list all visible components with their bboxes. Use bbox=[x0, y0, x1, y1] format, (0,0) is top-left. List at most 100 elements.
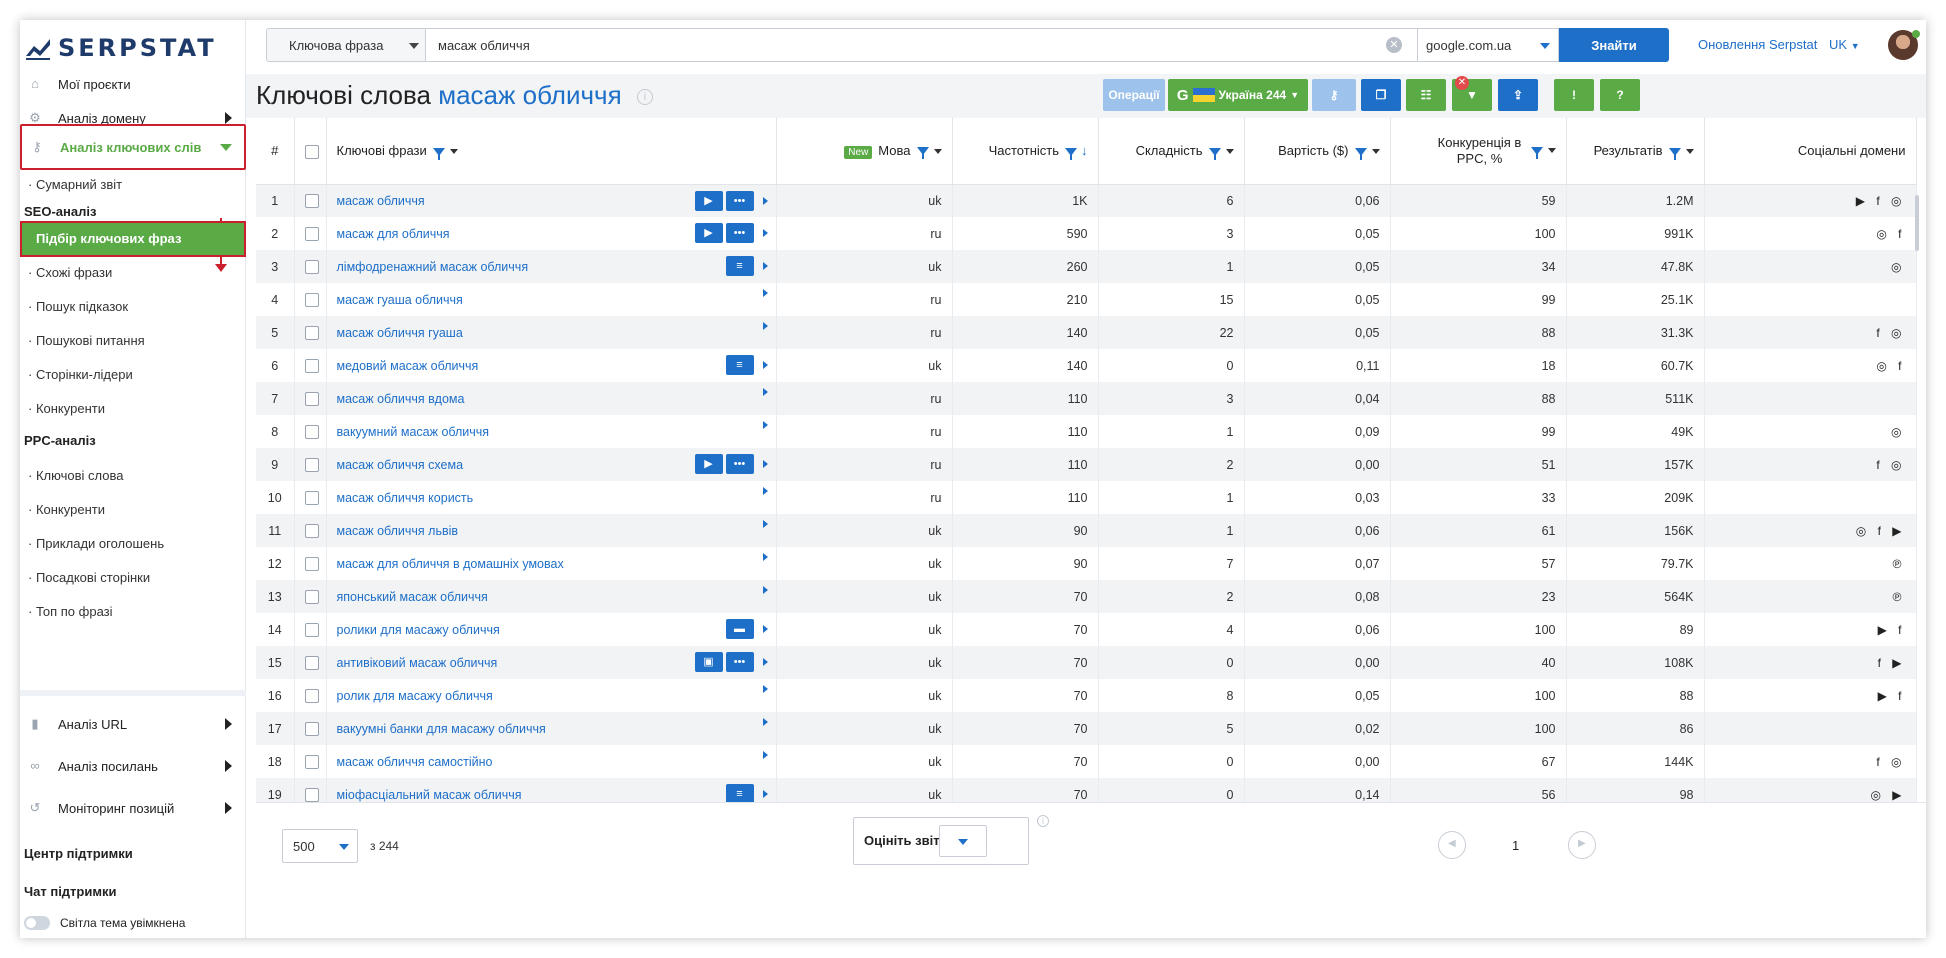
expand-row-icon[interactable] bbox=[762, 262, 768, 270]
expand-row-icon[interactable] bbox=[762, 361, 768, 369]
keyword-link[interactable]: ролики для масажу обличчя bbox=[336, 622, 500, 637]
filter-icon[interactable] bbox=[916, 147, 929, 160]
info-icon[interactable]: i bbox=[1037, 815, 1049, 827]
keyword-link[interactable]: масаж для обличчя bbox=[336, 226, 450, 241]
sidebar-sub-similar[interactable]: · Схожі фрази bbox=[28, 265, 113, 280]
columns-button[interactable]: ☷ bbox=[1406, 79, 1446, 111]
expand-row-icon[interactable] bbox=[762, 487, 768, 495]
keyword-link[interactable]: медовий масаж обличчя bbox=[336, 358, 479, 373]
chevron-down-icon[interactable] bbox=[449, 149, 458, 155]
expand-row-icon[interactable] bbox=[762, 421, 768, 429]
expand-row-icon[interactable] bbox=[762, 751, 768, 759]
sidebar-sub-ppc-competitors[interactable]: · Конкуренти bbox=[28, 502, 105, 517]
serp-feature-icon[interactable]: ≡ bbox=[725, 256, 754, 276]
row-checkbox[interactable] bbox=[304, 721, 319, 736]
sidebar-item-rank-tracking[interactable]: ↺ Моніторинг позицій bbox=[20, 792, 246, 824]
sidebar-sub-summary[interactable]: · Сумарний звіт bbox=[28, 177, 123, 192]
search-engine-select[interactable]: google.com.ua bbox=[1417, 28, 1559, 62]
sidebar-sub-top-by-phrase[interactable]: · Топ по фразі bbox=[28, 604, 113, 619]
keyword-link[interactable]: масаж для обличчя в домашніх умовах bbox=[336, 556, 564, 571]
row-checkbox[interactable] bbox=[304, 391, 319, 406]
theme-toggle[interactable] bbox=[24, 916, 50, 930]
clear-filter-icon[interactable]: ✕ bbox=[1455, 76, 1469, 90]
row-checkbox[interactable] bbox=[304, 457, 319, 472]
row-checkbox[interactable] bbox=[304, 292, 319, 307]
sidebar-sub-suggestions[interactable]: · Пошук підказок bbox=[28, 299, 129, 314]
search-type-select[interactable]: Ключова фраза bbox=[266, 28, 426, 62]
chevron-down-icon[interactable] bbox=[1371, 149, 1380, 155]
sidebar-sub-questions[interactable]: · Пошукові питання bbox=[28, 333, 145, 348]
row-checkbox[interactable] bbox=[304, 226, 319, 241]
sidebar-sub-landing-pages[interactable]: · Посадкові сторінки bbox=[28, 570, 151, 585]
row-checkbox[interactable] bbox=[304, 358, 319, 373]
col-difficulty-header[interactable]: Складність bbox=[1098, 118, 1245, 185]
keyword-link[interactable]: вакуумний масаж обличчя bbox=[336, 424, 490, 439]
sidebar-item-domain-analysis[interactable]: ⚙ Аналіз домену bbox=[20, 102, 246, 134]
per-page-select[interactable]: 500 bbox=[282, 829, 358, 863]
chevron-down-icon[interactable] bbox=[1225, 149, 1234, 155]
keyword-link[interactable]: масаж обличчя самостійно bbox=[336, 754, 493, 769]
row-checkbox[interactable] bbox=[304, 424, 319, 439]
row-checkbox[interactable] bbox=[304, 523, 319, 538]
row-checkbox[interactable] bbox=[304, 589, 319, 604]
row-checkbox[interactable] bbox=[304, 325, 319, 340]
sidebar-sub-keyword-selection[interactable]: Підбір ключових фраз bbox=[20, 221, 246, 257]
serp-feature-icon[interactable]: ••• bbox=[725, 454, 754, 474]
expand-row-icon[interactable] bbox=[762, 718, 768, 726]
expand-row-icon[interactable] bbox=[762, 460, 768, 468]
row-checkbox[interactable] bbox=[304, 787, 319, 802]
serpstat-logo[interactable]: SERPSTAT bbox=[24, 28, 217, 68]
keyword-link[interactable]: масаж обличчя bbox=[336, 193, 425, 208]
sidebar-sub-ad-examples[interactable]: · Приклади оголошень bbox=[28, 536, 165, 551]
sidebar-item-keyword-analysis[interactable]: ⚷ Аналіз ключових слів bbox=[20, 124, 246, 170]
serp-feature-icon[interactable]: ≡ bbox=[725, 784, 754, 802]
language-select[interactable]: UK ▼ bbox=[1829, 37, 1860, 52]
export-button[interactable]: ⇪ bbox=[1498, 79, 1538, 111]
sidebar-sub-ppc-keywords[interactable]: · Ключові слова bbox=[28, 468, 124, 483]
row-checkbox[interactable] bbox=[304, 556, 319, 571]
help-button[interactable]: ? bbox=[1600, 79, 1640, 111]
keyword-link[interactable]: масаж обличчя схема bbox=[336, 457, 464, 472]
expand-row-icon[interactable] bbox=[762, 520, 768, 528]
keyword-link[interactable]: антивіковий масаж обличчя bbox=[336, 655, 498, 670]
expand-row-icon[interactable] bbox=[762, 553, 768, 561]
filter-icon[interactable] bbox=[1354, 147, 1367, 160]
expand-row-icon[interactable] bbox=[762, 322, 768, 330]
chevron-down-icon[interactable] bbox=[933, 148, 942, 154]
filter-icon[interactable] bbox=[1065, 147, 1077, 160]
keyword-link[interactable]: міофасціальний масаж обличчя bbox=[336, 787, 522, 802]
col-freq-header[interactable]: Частотність ↓ bbox=[952, 118, 1099, 185]
chevron-down-icon[interactable] bbox=[1685, 149, 1694, 155]
serp-feature-icon[interactable]: ••• bbox=[725, 223, 754, 243]
expand-row-icon[interactable] bbox=[762, 289, 768, 297]
support-chat-link[interactable]: Чат підтримки bbox=[24, 884, 117, 899]
sidebar-sub-leaders[interactable]: · Сторінки-лідери bbox=[28, 367, 133, 382]
serp-feature-icon[interactable]: ▶ bbox=[694, 223, 723, 243]
clear-icon[interactable]: ✕ bbox=[1386, 37, 1402, 53]
operations-button[interactable]: Операції bbox=[1103, 79, 1165, 111]
expand-row-icon[interactable] bbox=[762, 658, 768, 666]
table-scrollbar[interactable] bbox=[1915, 195, 1919, 251]
updates-link[interactable]: Оновлення Serpstat bbox=[1698, 37, 1818, 52]
row-checkbox[interactable] bbox=[304, 490, 319, 505]
keyword-link[interactable]: масаж обличчя гуаша bbox=[336, 325, 463, 340]
keyword-link[interactable]: масаж обличчя львів bbox=[336, 523, 459, 538]
sidebar-item-url-analysis[interactable]: ▮ Аналіз URL bbox=[20, 708, 246, 740]
row-checkbox[interactable] bbox=[304, 259, 319, 274]
find-button[interactable]: Знайти bbox=[1559, 28, 1669, 62]
serp-feature-icon[interactable]: ••• bbox=[725, 652, 754, 672]
copy-button[interactable]: ❐ bbox=[1361, 79, 1401, 111]
filter-icon[interactable] bbox=[1208, 147, 1221, 160]
keyword-link[interactable]: ролик для масажу обличчя bbox=[336, 688, 493, 703]
expand-row-icon[interactable] bbox=[762, 586, 768, 594]
row-checkbox[interactable] bbox=[304, 194, 319, 209]
select-all-checkbox[interactable] bbox=[304, 144, 319, 159]
keyword-link[interactable]: лімфодренажний масаж обличчя bbox=[336, 259, 529, 274]
info-icon[interactable]: i bbox=[636, 89, 653, 106]
serp-feature-icon[interactable]: ≡ bbox=[725, 355, 754, 375]
row-checkbox[interactable] bbox=[304, 754, 319, 769]
next-page-button[interactable]: ▶ bbox=[1568, 831, 1596, 859]
rate-report-select[interactable] bbox=[939, 825, 987, 857]
feedback-button[interactable]: ! bbox=[1554, 79, 1594, 111]
support-center-link[interactable]: Центр підтримки bbox=[24, 846, 133, 861]
